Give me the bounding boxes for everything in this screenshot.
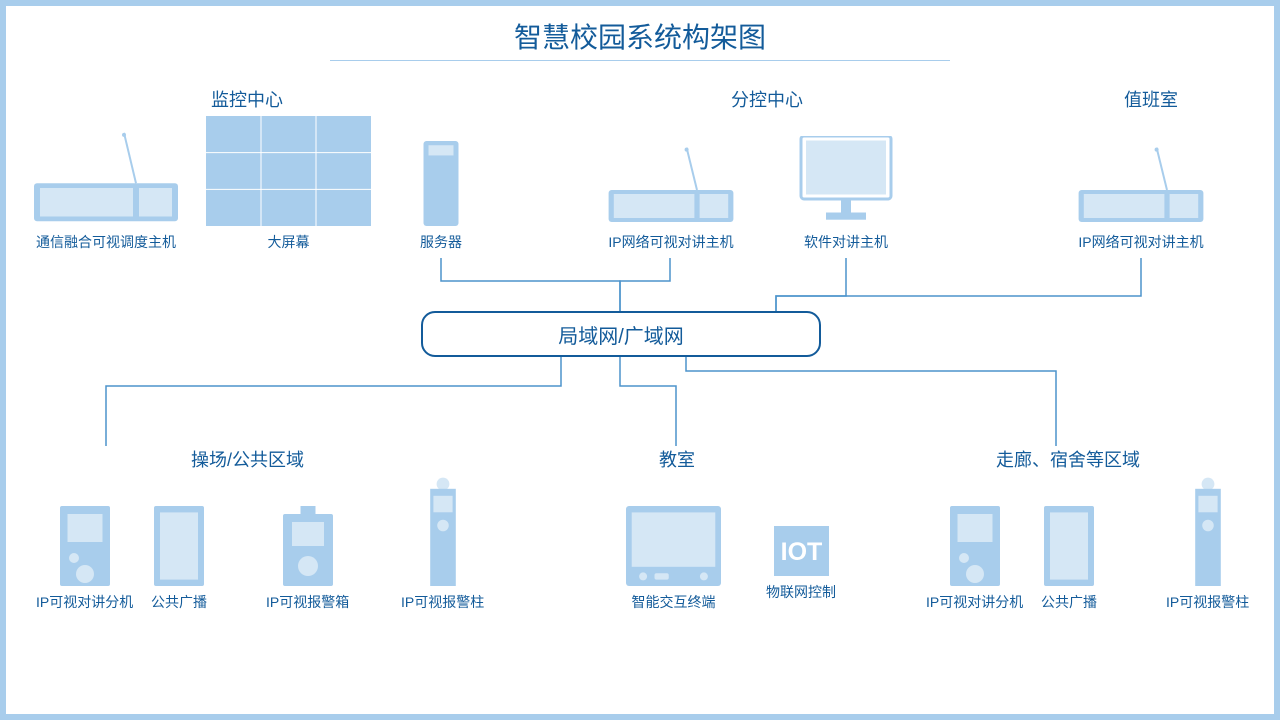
node-label: 大屏幕 [206, 232, 371, 252]
node-label: IP网络可视对讲主机 [1076, 232, 1206, 252]
node-label: IP可视对讲分机 [36, 592, 133, 612]
node-term: 智能交互终端 [626, 506, 721, 612]
node-spk2: 公共广播 [1041, 506, 1097, 612]
node-host3: IP网络可视对讲主机 [1076, 146, 1206, 252]
node-label: IP可视报警箱 [266, 592, 349, 612]
node-label: 公共广播 [1041, 592, 1097, 612]
node-sw: 软件对讲主机 [796, 136, 896, 252]
node-host2: IP网络可视对讲主机 [606, 146, 736, 252]
page-title: 智慧校园系统构架图 [6, 6, 1274, 56]
node-server: 服务器 [416, 141, 466, 252]
node-pole1: IP可视报警柱 [401, 476, 484, 612]
section-label: 分控中心 [731, 86, 803, 112]
node-label: IP网络可视对讲主机 [606, 232, 736, 252]
node-label: IP可视报警柱 [401, 592, 484, 612]
network-hub: 局域网/广域网 [421, 311, 821, 357]
section-label: 监控中心 [211, 86, 283, 112]
section-label: 走廊、宿舍等区域 [996, 446, 1140, 472]
title-underline [330, 60, 950, 61]
node-label: 智能交互终端 [626, 592, 721, 612]
node-label: IP可视对讲分机 [926, 592, 1023, 612]
section-label: 教室 [659, 446, 695, 472]
node-screen: 大屏幕 [206, 116, 371, 252]
node-label: 服务器 [416, 232, 466, 252]
section-label: 操场/公共区域 [191, 446, 304, 472]
node-pole2: IP可视报警柱 [1166, 476, 1249, 612]
node-label: 公共广播 [151, 592, 207, 612]
section-label: 值班室 [1124, 86, 1178, 112]
node-ext1: IP可视对讲分机 [36, 506, 133, 612]
node-label: 软件对讲主机 [796, 232, 896, 252]
svg-text:IOT: IOT [780, 538, 822, 566]
node-label: IP可视报警柱 [1166, 592, 1249, 612]
node-host1: 通信融合可视调度主机 [31, 131, 181, 252]
node-label: 通信融合可视调度主机 [31, 232, 181, 252]
node-spk1: 公共广播 [151, 506, 207, 612]
node-ext2: IP可视对讲分机 [926, 506, 1023, 612]
hub-label: 局域网/广域网 [558, 320, 684, 349]
node-alarm1: IP可视报警箱 [266, 506, 349, 612]
node-iot: IOT 物联网控制 [766, 526, 836, 602]
node-label: 物联网控制 [766, 582, 836, 602]
